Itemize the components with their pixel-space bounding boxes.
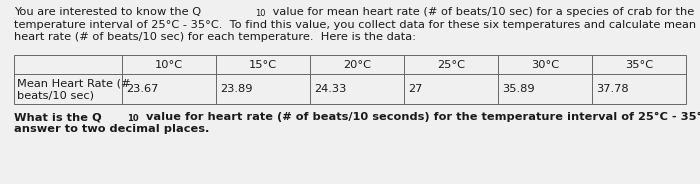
Text: 23.67: 23.67 <box>126 84 158 94</box>
Text: 37.78: 37.78 <box>596 84 629 94</box>
Text: You are interested to know the Q: You are interested to know the Q <box>14 7 201 17</box>
Text: heart rate (# of beats/10 sec) for each temperature.  Here is the data:: heart rate (# of beats/10 sec) for each … <box>14 32 416 42</box>
Text: 23.89: 23.89 <box>220 84 253 94</box>
Text: value for mean heart rate (# of beats/10 sec) for a species of crab for the: value for mean heart rate (# of beats/10… <box>269 7 694 17</box>
Text: Mean Heart Rate (#: Mean Heart Rate (# <box>17 78 131 88</box>
Text: 20°C: 20°C <box>343 59 371 70</box>
Text: 10: 10 <box>127 114 139 123</box>
Text: temperature interval of 25°C - 35°C.  To find this value, you collect data for t: temperature interval of 25°C - 35°C. To … <box>14 20 696 29</box>
Text: 27: 27 <box>408 84 422 94</box>
Text: beats/10 sec): beats/10 sec) <box>17 90 94 100</box>
Text: 35°C: 35°C <box>625 59 653 70</box>
Text: 10: 10 <box>256 9 266 18</box>
Text: 35.89: 35.89 <box>502 84 535 94</box>
Text: 15°C: 15°C <box>249 59 277 70</box>
Text: 24.33: 24.33 <box>314 84 346 94</box>
Text: 25°C: 25°C <box>437 59 465 70</box>
Text: 10°C: 10°C <box>155 59 183 70</box>
Text: What is the Q: What is the Q <box>14 112 101 122</box>
Text: value for heart rate (# of beats/10 seconds) for the temperature interval of 25°: value for heart rate (# of beats/10 seco… <box>142 112 700 122</box>
Text: 30°C: 30°C <box>531 59 559 70</box>
Text: answer to two decimal places.: answer to two decimal places. <box>14 125 209 135</box>
Bar <box>14 55 686 104</box>
